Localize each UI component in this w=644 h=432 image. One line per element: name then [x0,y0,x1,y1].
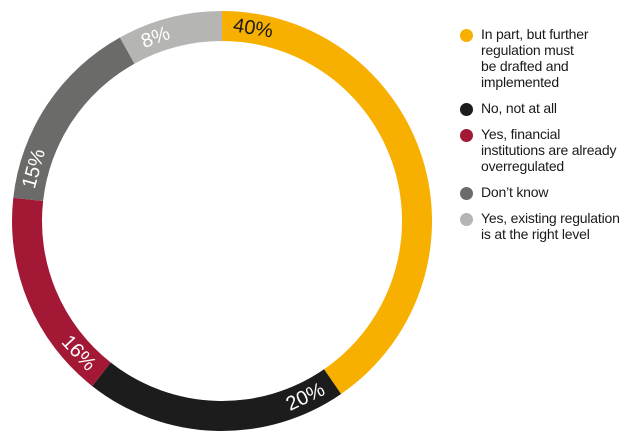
legend-label: No, not at all [481,100,557,116]
legend-label: Don’t know [481,184,549,200]
legend-item: No, not at all [460,100,644,116]
donut-slice [119,11,222,64]
legend-swatch [460,103,473,116]
donut-slice [13,37,135,202]
legend-item: Don’t know [460,184,644,200]
legend-swatch [460,129,473,142]
donut-slice [12,197,111,387]
legend-label: In part, but further regulation must be … [481,26,589,90]
donut-slice [222,10,433,394]
legend-swatch [460,29,473,42]
legend-item: In part, but further regulation must be … [460,26,644,90]
legend-swatch [460,187,473,200]
legend-item: Yes, financial institutions are already … [460,126,644,174]
legend: In part, but further regulation must be … [460,26,644,252]
donut-chart: 40%20%16%15%8% [12,10,433,431]
legend-item: Yes, existing regulation is at the right… [460,210,644,242]
legend-swatch [460,213,473,226]
legend-label: Yes, existing regulation is at the right… [481,210,620,242]
donut-slice [92,362,342,431]
legend-label: Yes, financial institutions are already … [481,126,617,174]
